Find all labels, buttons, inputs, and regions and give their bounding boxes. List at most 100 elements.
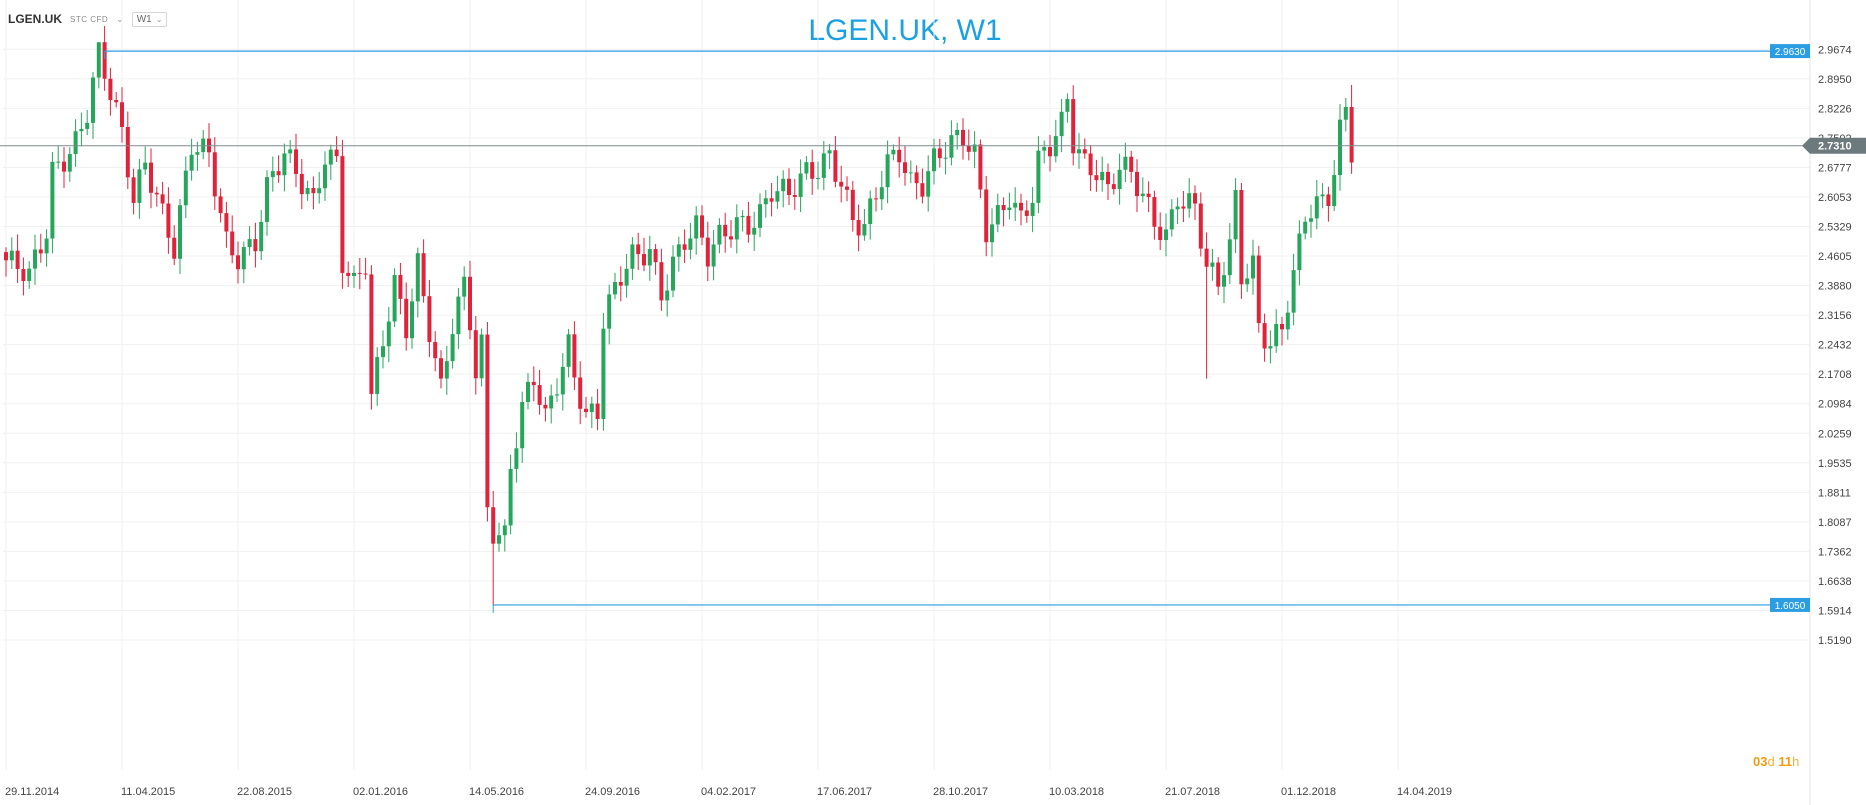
- timeframe-value: W1: [136, 13, 152, 25]
- candle-body: [1204, 248, 1209, 267]
- candle-body: [340, 156, 345, 273]
- candle-body: [120, 102, 124, 127]
- candle-body: [845, 186, 849, 190]
- h-line-label-bg: [1770, 44, 1810, 59]
- candle-body: [270, 171, 275, 178]
- countdown-days-unit: d: [1767, 754, 1775, 769]
- candle-body: [1256, 255, 1261, 324]
- candle-body: [33, 249, 37, 269]
- candle-body: [236, 255, 240, 270]
- candle-body: [937, 148, 942, 159]
- candle-body: [1198, 203, 1203, 249]
- candle-body: [868, 198, 873, 225]
- x-tick-label: 24.09.2016: [585, 786, 640, 798]
- candle-body: [781, 178, 786, 192]
- candle-body: [50, 161, 55, 239]
- candle-body: [15, 250, 20, 269]
- candle-body: [1123, 156, 1128, 170]
- candle-body: [676, 244, 681, 257]
- candle-body: [1239, 190, 1244, 285]
- candle-body: [149, 162, 153, 193]
- candle-body: [560, 366, 565, 395]
- candle-body: [1222, 275, 1226, 287]
- candle-body: [183, 170, 188, 206]
- candle-body: [700, 215, 704, 238]
- candle-body: [584, 408, 588, 413]
- candle-body: [1158, 226, 1163, 241]
- chart-toolbar: LGEN.UK STC CFD ⌄ W1 ⌄: [8, 8, 168, 30]
- y-tick-label: 2.8226: [1818, 103, 1852, 115]
- candle-body: [363, 273, 368, 275]
- candle-body: [143, 162, 148, 170]
- candle-body: [537, 385, 542, 405]
- candle-body: [282, 153, 287, 176]
- candle-body: [444, 361, 449, 379]
- candle-body: [491, 507, 496, 544]
- candle-body: [131, 177, 136, 203]
- candle-body: [1082, 149, 1087, 154]
- candle-body: [543, 404, 548, 409]
- candle-body: [879, 187, 884, 200]
- symbol-label[interactable]: LGEN.UK: [8, 12, 62, 26]
- candle-body: [1129, 156, 1134, 172]
- candle-body: [102, 42, 107, 79]
- candle-countdown: 03d 11h: [1753, 754, 1799, 769]
- current-price-label: 2.7310: [1818, 141, 1852, 153]
- candle-body: [792, 195, 797, 197]
- candle-body: [224, 213, 229, 232]
- chevron-down-icon[interactable]: ⌄: [116, 13, 124, 24]
- candle-body: [1164, 229, 1168, 241]
- candle-body: [508, 468, 513, 526]
- candle-body: [1001, 205, 1006, 211]
- candle-body: [856, 220, 861, 236]
- candle-body: [154, 192, 159, 195]
- candle-body: [1175, 206, 1180, 210]
- y-tick-label: 1.7362: [1818, 546, 1852, 558]
- candle-body: [549, 395, 554, 409]
- candle-body: [1048, 147, 1052, 157]
- candle-body: [21, 268, 26, 282]
- candle-body: [392, 275, 397, 322]
- candle-body: [665, 290, 670, 301]
- candle-body: [1280, 324, 1284, 330]
- candle-body: [1059, 111, 1064, 137]
- candle-body: [827, 150, 832, 154]
- candle-body: [1338, 119, 1342, 176]
- candle-body: [601, 328, 606, 419]
- candle-body: [317, 188, 322, 194]
- current-price-line: 2.7310: [0, 137, 1866, 154]
- candle-body: [369, 274, 374, 394]
- candle-body: [647, 249, 652, 266]
- y-tick-label: 2.0259: [1818, 428, 1852, 440]
- candle-body: [421, 253, 426, 297]
- candle-body: [798, 173, 803, 197]
- candle-body: [810, 162, 815, 179]
- candle-body: [769, 198, 774, 202]
- candle-body: [299, 173, 304, 195]
- candle-body: [502, 525, 507, 536]
- x-tick-label: 04.02.2017: [701, 786, 756, 798]
- candle-body: [1024, 210, 1029, 216]
- candle-body: [653, 249, 658, 263]
- candle-body: [682, 244, 687, 250]
- candle-body: [108, 78, 113, 101]
- x-tick-label: 28.10.2017: [933, 786, 988, 798]
- candle-body: [323, 164, 327, 189]
- candle-body: [1343, 106, 1348, 120]
- candle-body: [1135, 171, 1139, 197]
- candle-body: [926, 171, 931, 197]
- candle-body: [1181, 206, 1186, 209]
- candle-body: [1077, 149, 1081, 154]
- candle-body: [758, 204, 762, 228]
- candle-body: [62, 161, 66, 172]
- candle-body: [276, 171, 281, 176]
- timeframe-selector[interactable]: W1 ⌄: [131, 11, 168, 27]
- grid: [3, 0, 1811, 805]
- candle-body: [1297, 233, 1302, 271]
- candle-body: [943, 157, 948, 159]
- candle-body: [688, 238, 693, 250]
- candle-body: [531, 381, 536, 386]
- candle-body: [607, 294, 612, 329]
- candle-body: [218, 196, 223, 214]
